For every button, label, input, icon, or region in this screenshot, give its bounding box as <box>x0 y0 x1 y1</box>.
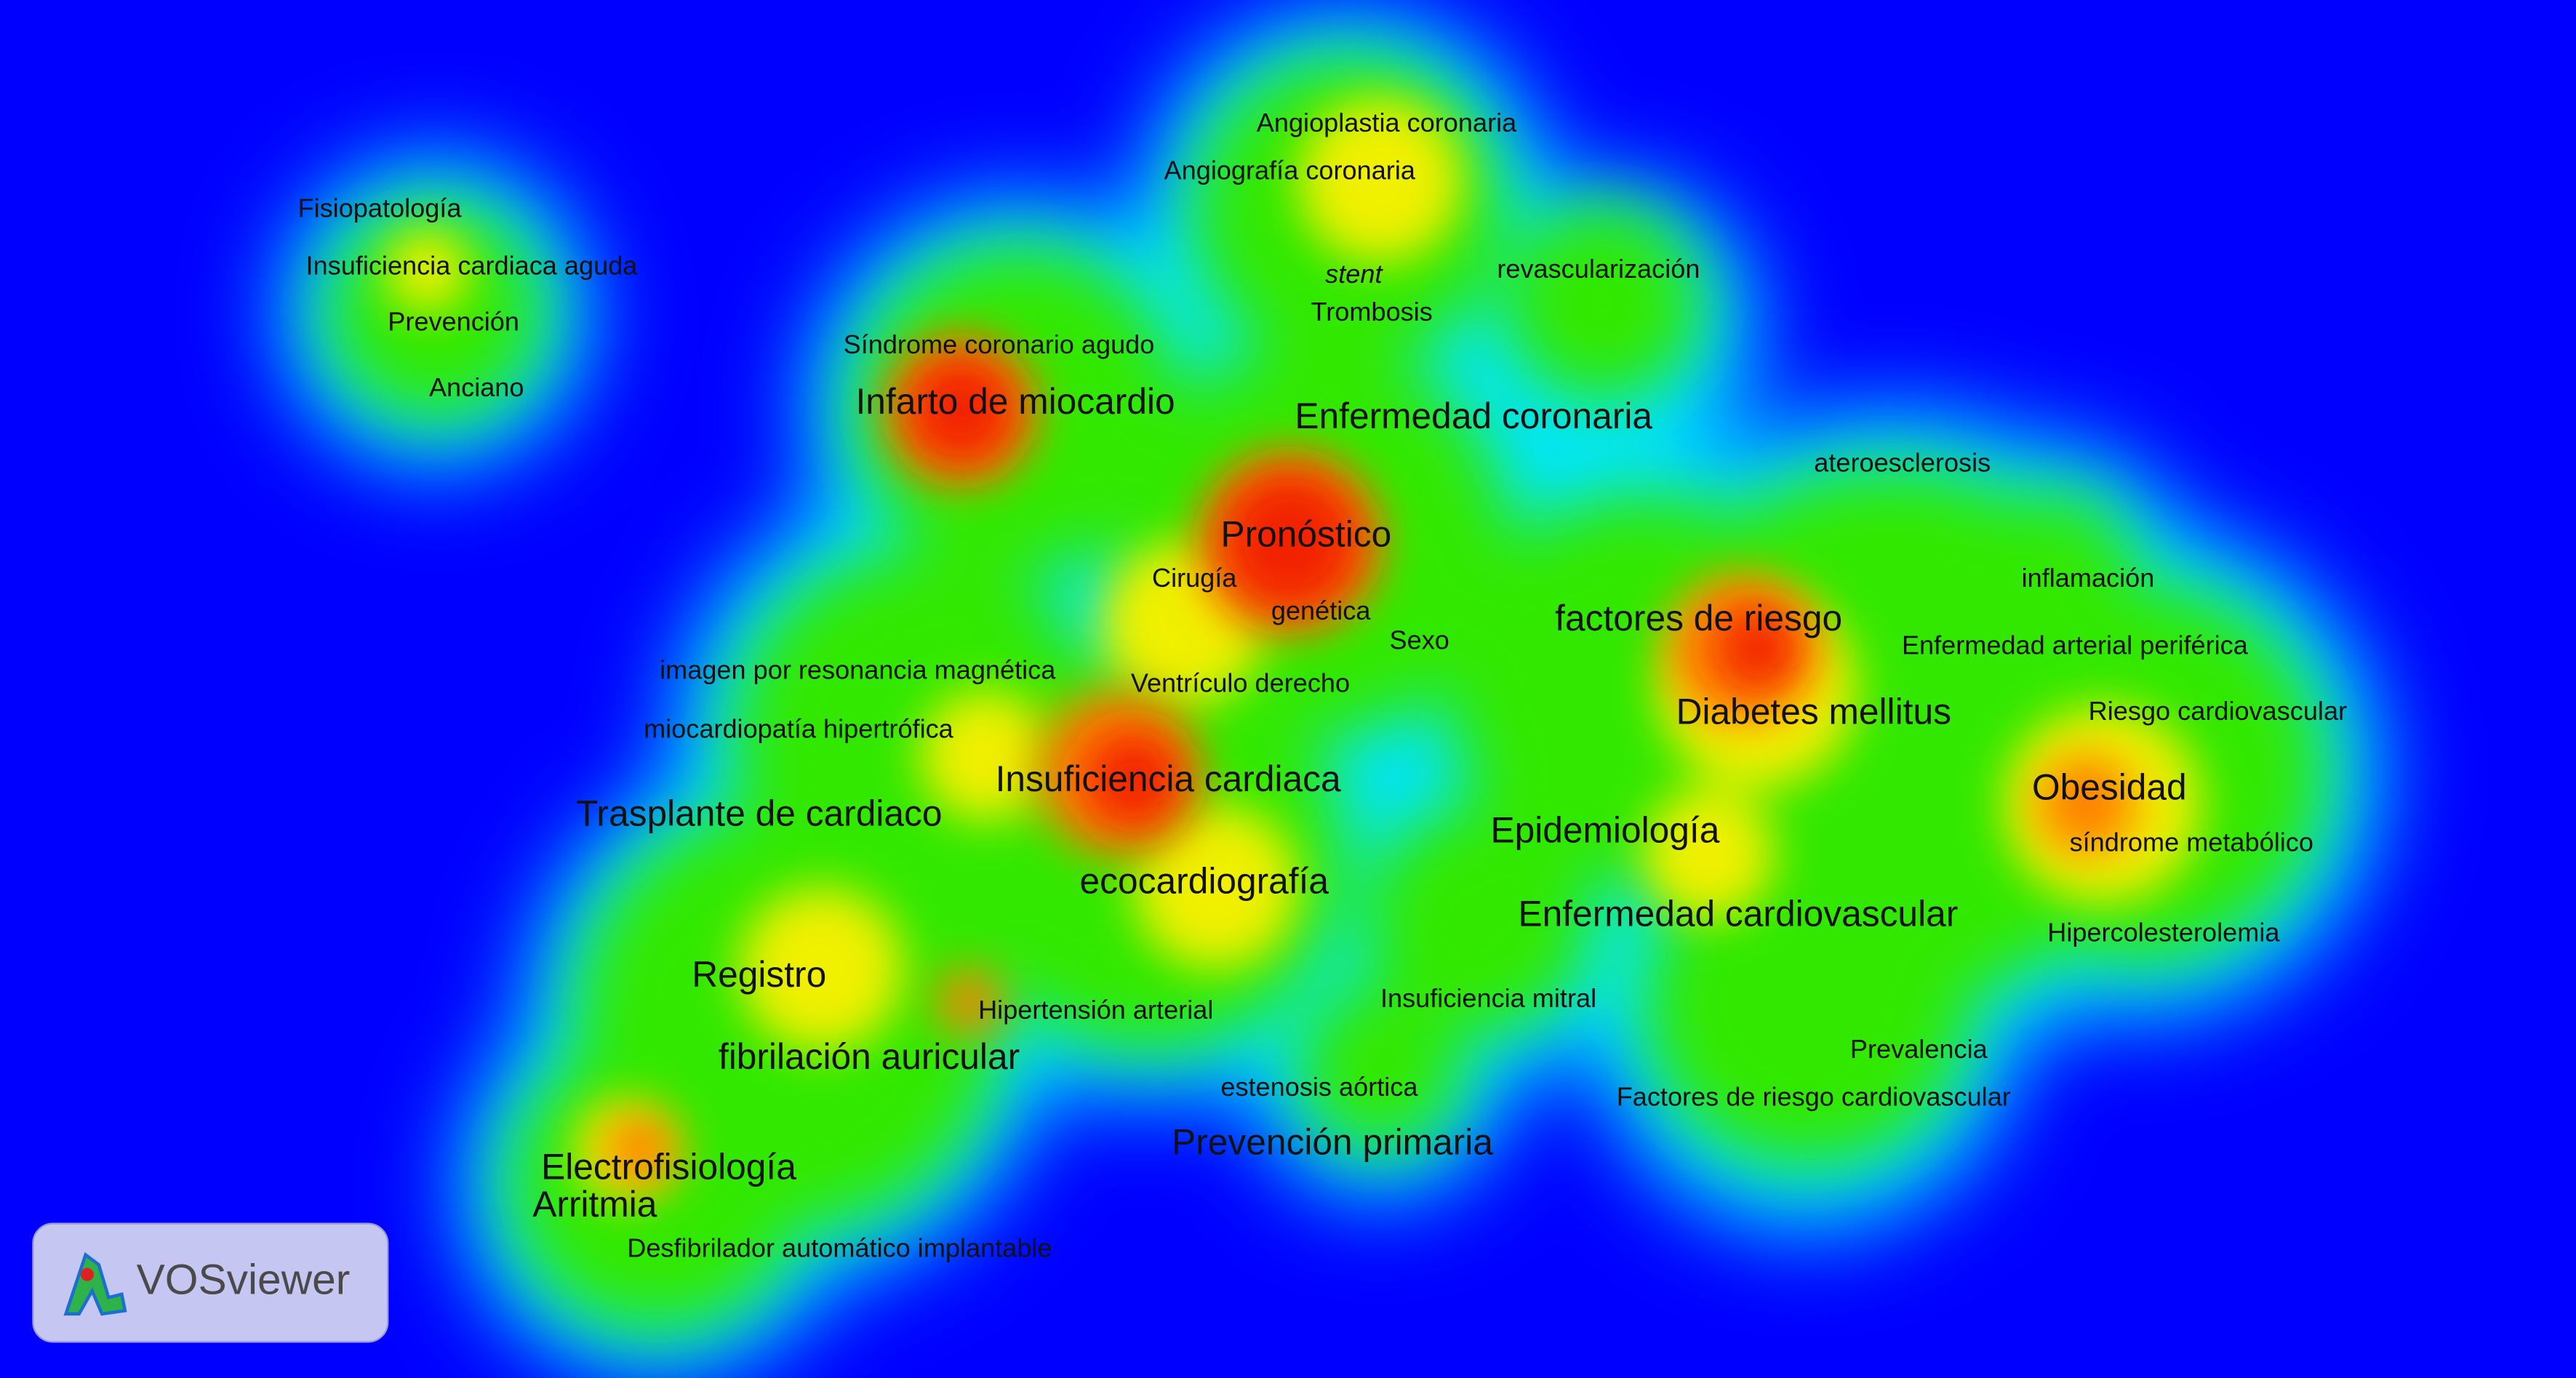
keyword-label: revascularización <box>1497 254 1700 284</box>
keyword-label: Trombosis <box>1311 297 1433 327</box>
keyword-label: Prevención <box>388 306 519 336</box>
keyword-label: Insuficiencia cardiaca aguda <box>306 251 639 281</box>
keyword-label: síndrome metabólico <box>2070 827 2313 857</box>
keyword-label: Infarto de miocardio <box>855 381 1175 422</box>
density-blob <box>1084 731 1183 830</box>
keyword-label: Registro <box>692 954 826 995</box>
density-blob <box>920 689 1052 822</box>
logo-icon-dot <box>80 1267 94 1281</box>
keyword-label: Enfermedad cardiovascular <box>1518 893 1958 934</box>
density-blob <box>1297 985 1463 1150</box>
density-blob <box>936 969 1002 1035</box>
keyword-label: imagen por resonancia magnética <box>660 654 1056 684</box>
density-blob <box>1297 98 1463 263</box>
keyword-label: Insuficiencia mitral <box>1380 983 1596 1013</box>
density-blob <box>1503 205 1700 403</box>
keyword-label: ecocardiografía <box>1080 860 1329 901</box>
keyword-label: Síndrome coronario agudo <box>844 329 1155 359</box>
density-blob <box>1971 492 2136 657</box>
keyword-label: Fisiopatología <box>298 193 463 223</box>
heat-band <box>905 354 1799 830</box>
keyword-label: genética <box>1271 596 1371 625</box>
density-blob <box>1642 788 1775 920</box>
logo: VOSviewer <box>32 1222 389 1343</box>
keyword-label: Diabetes mellitus <box>1676 692 1951 732</box>
logo-icon <box>63 1251 127 1316</box>
keyword-label: factores de riesgo <box>1555 598 1842 638</box>
density-blob <box>1133 804 1298 969</box>
keyword-label: Angiografía coronaria <box>1164 156 1416 185</box>
density-blob <box>1363 804 1594 1035</box>
keyword-label: Prevención primaria <box>1172 1121 1493 1162</box>
logo-text: VOSviewer <box>137 1257 351 1304</box>
keyword-label: Electrofisiología <box>541 1146 796 1187</box>
keyword-label: stent <box>1325 259 1383 289</box>
keyword-label: Enfermedad coronaria <box>1295 396 1652 436</box>
keyword-label: Hipertensión arterial <box>978 995 1213 1025</box>
density-blob <box>328 205 543 419</box>
density-blob <box>739 886 904 1051</box>
keyword-label: Epidemiología <box>1490 809 1719 850</box>
density-blob <box>604 1113 677 1186</box>
keyword-label: Sexo <box>1390 625 1449 655</box>
density-blob <box>1642 837 1972 1166</box>
density-blob <box>905 354 1017 467</box>
density-blob <box>2036 755 2136 854</box>
keyword-label: Trasplante de cardiaco <box>576 793 943 834</box>
keyword-label: estenosis aórtica <box>1220 1072 1418 1102</box>
keyword-label: Arritmia <box>532 1184 657 1225</box>
keyword-label: Hipercolesterolemia <box>2047 918 2280 948</box>
keyword-label: Enfermedad arterial periférica <box>1902 630 2249 660</box>
keyword-label: Ventrículo derecho <box>1131 668 1350 697</box>
labels: Angioplastia coronaria Angiografía corona… <box>298 108 2348 1262</box>
keyword-label: Cirugía <box>1152 563 1237 593</box>
keyword-label: miocardiopatía hipertrófica <box>644 714 954 744</box>
keyword-label: Pronóstico <box>1220 514 1391 555</box>
keyword-label: fibrilación auricular <box>719 1036 1020 1077</box>
keyword-label: Anciano <box>429 372 524 402</box>
density-blob <box>386 230 468 313</box>
keyword-label: Insuficiencia cardiaca <box>996 758 1341 799</box>
keyword-label: ateroesclerosis <box>1814 448 1991 478</box>
heat-layer <box>279 8 2383 1378</box>
density-blob <box>1217 469 1362 614</box>
keyword-label: Factores de riesgo cardiovascular <box>1617 1082 2011 1112</box>
keyword-label: inflamación <box>2022 563 2155 593</box>
keyword-label: Obesidad <box>2032 767 2187 808</box>
keyword-label: Angioplastia coronaria <box>1257 108 1517 137</box>
keyword-label: Prevalencia <box>1850 1034 1988 1064</box>
density-blob <box>1716 607 1799 690</box>
keyword-label: Desfibrilador automático implantable <box>627 1233 1052 1262</box>
keyword-label: Riesgo cardiovascular <box>2089 696 2347 726</box>
